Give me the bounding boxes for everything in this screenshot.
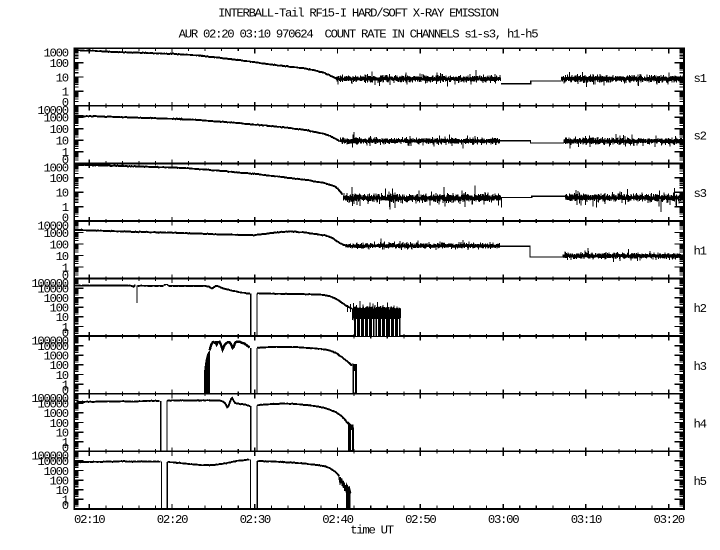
svg-text:02:30: 02:30 [240,513,271,527]
svg-text:1: 1 [62,494,69,508]
svg-text:1: 1 [62,378,69,392]
svg-text:10: 10 [56,311,69,325]
svg-text:10000: 10000 [37,104,68,118]
svg-text:10000: 10000 [37,219,68,233]
svg-text:10: 10 [56,71,69,85]
svg-text:1: 1 [62,201,69,215]
svg-text:100: 100 [50,172,69,186]
svg-text:0: 0 [62,442,69,456]
svg-text:1: 1 [62,321,69,335]
svg-text:1000: 1000 [43,292,68,306]
svg-text:100: 100 [50,123,69,137]
svg-text:100: 100 [50,57,69,71]
svg-text:INTERBALL-Tail RF15-I HARD/SOF: INTERBALL-Tail RF15-I HARD/SOFT X-RAY EM… [218,7,499,21]
svg-text:03:20: 03:20 [653,513,684,527]
svg-text:1000: 1000 [43,47,68,61]
svg-text:h3: h3 [694,360,707,374]
svg-text:1000: 1000 [43,162,68,176]
svg-text:0: 0 [62,96,69,110]
svg-text:1000: 1000 [43,407,68,421]
svg-text:100: 100 [50,474,69,488]
svg-text:h2: h2 [694,302,707,316]
svg-text:10: 10 [56,250,69,264]
svg-text:0: 0 [62,384,69,398]
svg-text:100: 100 [50,238,69,252]
svg-text:h1: h1 [694,245,707,259]
svg-text:AUR 02:20 03:10 970624 COUNT: AUR 02:20 03:10 970624 COUNT RATE IN CHA… [179,28,539,42]
svg-text:10: 10 [56,484,69,498]
svg-text:100000: 100000 [31,277,68,291]
svg-text:10: 10 [56,187,69,201]
svg-text:0: 0 [62,211,69,225]
svg-text:10: 10 [56,426,69,440]
svg-text:100: 100 [50,417,69,431]
svg-text:0: 0 [62,326,69,340]
svg-text:100: 100 [50,302,69,316]
svg-text:100000: 100000 [31,450,68,464]
svg-text:10: 10 [56,135,69,149]
svg-text:s1: s1 [694,72,707,86]
svg-text:1: 1 [62,261,69,275]
svg-text:02:10: 02:10 [74,513,105,527]
svg-text:1000: 1000 [43,350,68,364]
svg-text:0: 0 [62,499,69,513]
svg-text:s2: s2 [694,130,707,144]
svg-text:10000: 10000 [37,340,68,354]
svg-text:02:40: 02:40 [322,513,353,527]
svg-text:10: 10 [56,369,69,383]
svg-text:s3: s3 [694,187,707,201]
svg-text:10000: 10000 [37,398,68,412]
svg-text:10000: 10000 [37,455,68,469]
svg-text:1: 1 [62,86,69,100]
svg-text:1000: 1000 [43,227,68,241]
svg-text:02:50: 02:50 [405,513,436,527]
svg-text:time UT: time UT [350,524,393,538]
svg-text:1000: 1000 [43,465,68,479]
svg-text:1: 1 [62,146,69,160]
svg-text:03:00: 03:00 [488,513,519,527]
svg-text:1: 1 [62,436,69,450]
svg-text:h5: h5 [694,475,707,489]
svg-text:100: 100 [50,359,69,373]
svg-text:10000: 10000 [37,282,68,296]
svg-text:100000: 100000 [31,334,68,348]
svg-text:0: 0 [62,269,69,283]
svg-text:100000: 100000 [31,392,68,406]
svg-text:1000: 1000 [43,112,68,126]
svg-text:0: 0 [62,154,69,168]
svg-text:02:20: 02:20 [157,513,188,527]
svg-text:03:10: 03:10 [571,513,602,527]
svg-text:h4: h4 [694,417,707,431]
